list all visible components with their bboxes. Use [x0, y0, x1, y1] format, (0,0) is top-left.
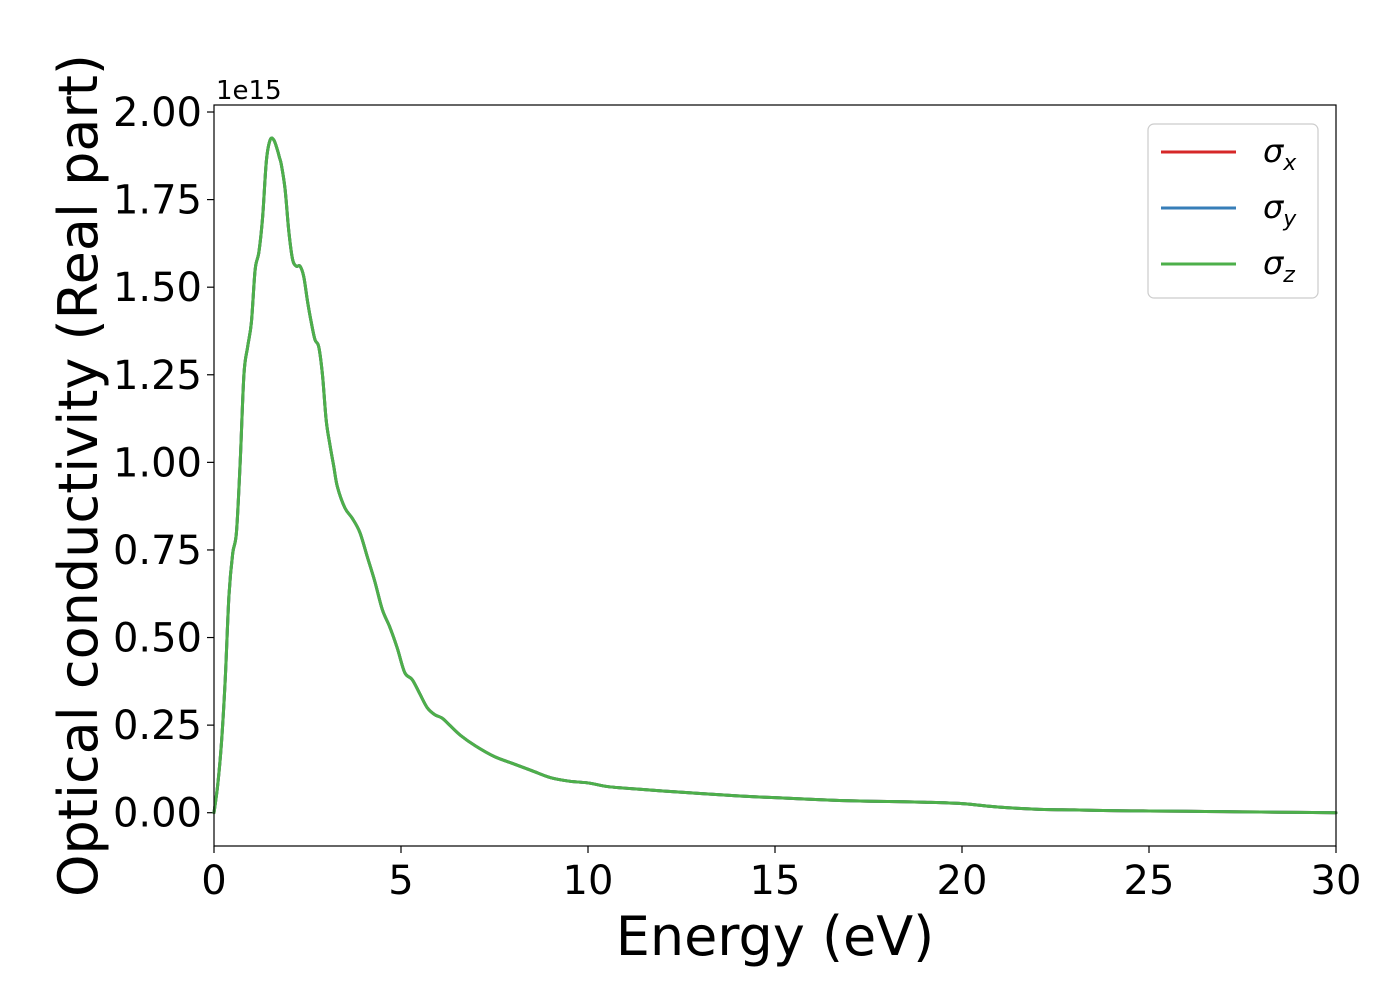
legend-label-subscript: x — [1282, 151, 1297, 176]
x-tick-label: 15 — [750, 858, 801, 904]
y-axis-offset-text: 1e15 — [216, 76, 282, 106]
y-tick-label: 1.25 — [113, 353, 202, 399]
series-line-z — [212, 136, 1338, 815]
x-tick-label: 30 — [1311, 858, 1362, 904]
y-tick-label: 1.50 — [113, 265, 202, 311]
legend-label-subscript: y — [1282, 207, 1297, 232]
legend-box — [1147, 123, 1319, 299]
x-tick-label: 20 — [937, 858, 988, 904]
legend-label-symbol: σ — [1263, 188, 1285, 226]
legend-label-subscript: z — [1282, 263, 1295, 288]
legend-label-y: σy — [1263, 188, 1297, 232]
y-axis-title: Optical conductivity (Real part) — [47, 54, 110, 897]
series-layer — [212, 136, 1338, 815]
x-tick-label: 5 — [388, 858, 413, 904]
y-axis-ticks: 0.00 0.25 0.50 0.75 1.00 1.25 1.50 1.75 2.00 — [113, 90, 214, 837]
y-tick-label: 1.00 — [113, 440, 202, 486]
legend-label-symbol: σ — [1263, 132, 1285, 170]
legend-label-symbol: σ — [1263, 244, 1285, 282]
x-tick-label: 10 — [563, 858, 614, 904]
x-tick-label: 0 — [201, 858, 226, 904]
y-tick-label: 0.25 — [113, 703, 202, 749]
x-tick-label: 25 — [1124, 858, 1175, 904]
y-tick-label: 0.75 — [113, 528, 202, 574]
x-axis-ticks: 0 5 10 15 20 25 30 — [201, 846, 1361, 904]
legend-label-x: σx — [1263, 132, 1297, 176]
x-axis-title: Energy (eV) — [616, 905, 935, 968]
y-tick-label: 2.00 — [113, 90, 202, 136]
y-tick-label: 1.75 — [113, 178, 202, 224]
y-tick-label: 0.00 — [113, 791, 202, 837]
y-tick-label: 0.50 — [113, 616, 202, 662]
legend-label-z: σz — [1263, 244, 1295, 288]
plot-frame — [213, 104, 1337, 847]
